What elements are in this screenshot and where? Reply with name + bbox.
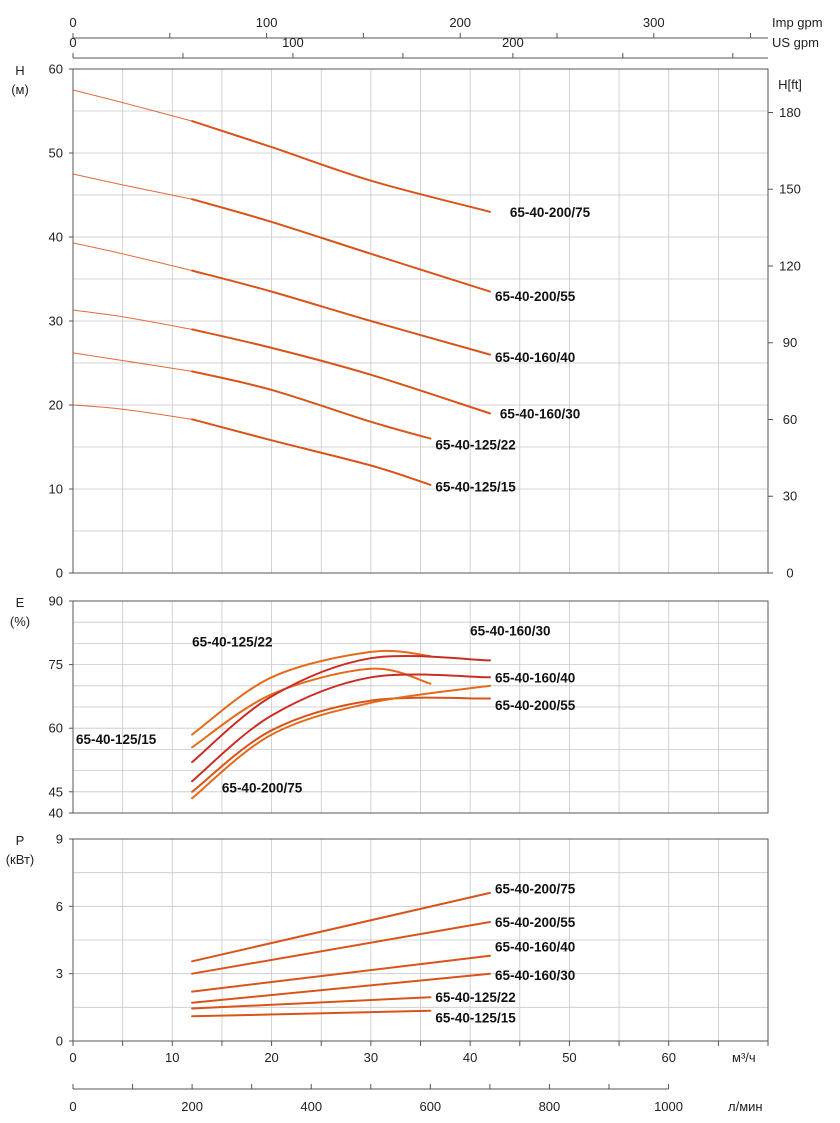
series-label-65-40-125/22: 65-40-125/22 xyxy=(435,437,515,452)
series-line-65-40-200/75 xyxy=(191,684,491,800)
lpm-tick-label: 800 xyxy=(539,1099,561,1114)
top-axis-tick-label: 0 xyxy=(69,35,76,50)
series-line-65-40-160/40 xyxy=(191,954,491,993)
series-line-65-40-200/55 xyxy=(191,198,491,293)
series-line-65-40-200/55 xyxy=(191,696,491,793)
lpm-tick-label: 0 xyxy=(69,1099,76,1114)
series-line-65-40-160/30-extrapolated xyxy=(72,309,193,330)
y-tick-label: 30 xyxy=(49,314,63,329)
y-right-tick-label: 150 xyxy=(779,182,801,197)
x-tick-label: 0 xyxy=(69,1050,76,1065)
series-line-65-40-125/22 xyxy=(191,370,432,440)
series-line-65-40-125/15 xyxy=(191,418,432,486)
y-tick-label: 40 xyxy=(49,230,63,245)
lpm-tick-label: 200 xyxy=(181,1099,203,1114)
series-label-65-40-125/15: 65-40-125/15 xyxy=(76,732,157,747)
series-label-65-40-125/15: 65-40-125/15 xyxy=(435,479,516,494)
series-label-65-40-160/40: 65-40-160/40 xyxy=(495,940,575,955)
y-right-tick-label: 60 xyxy=(783,412,797,427)
y-tick-label: 0 xyxy=(56,1034,63,1049)
series-label-65-40-125/22: 65-40-125/22 xyxy=(435,990,515,1005)
lpm-tick-label: 1000 xyxy=(654,1099,683,1114)
y-right-tick-label: 180 xyxy=(779,105,801,120)
y-tick-label: 3 xyxy=(56,966,63,981)
series-line-65-40-160/30 xyxy=(191,972,491,1004)
efficiency-ylabel-unit: (%) xyxy=(10,614,30,629)
series-line-65-40-200/55-extrapolated xyxy=(72,173,193,200)
power-ylabel: P xyxy=(16,833,25,848)
series-label-65-40-160/30: 65-40-160/30 xyxy=(495,968,575,983)
lpm-axis-label: л/мин xyxy=(728,1099,763,1114)
y-tick-label: 9 xyxy=(56,832,63,847)
series-line-65-40-125/15 xyxy=(191,1009,432,1018)
y-right-tick-label: 30 xyxy=(783,489,797,504)
power-ylabel-unit: (кВт) xyxy=(6,852,35,867)
top-axis-tick-label: 0 xyxy=(69,15,76,30)
series-line-65-40-160/40 xyxy=(191,673,491,783)
y-tick-label: 40 xyxy=(49,806,63,821)
series-label-65-40-200/55: 65-40-200/55 xyxy=(495,289,576,304)
series-line-65-40-200/75 xyxy=(191,891,491,963)
top-axis-tick-label: 100 xyxy=(282,35,304,50)
lpm-tick-label: 600 xyxy=(419,1099,441,1114)
series-label-65-40-200/75: 65-40-200/75 xyxy=(495,881,576,896)
x-tick-label: 10 xyxy=(165,1050,179,1065)
series-label-65-40-200/55: 65-40-200/55 xyxy=(495,915,576,930)
series-line-65-40-200/75 xyxy=(191,120,491,213)
head-ylabel-right: H[ft] xyxy=(778,77,802,92)
series-line-65-40-125/22 xyxy=(191,649,432,736)
y-tick-label: 6 xyxy=(56,899,63,914)
top-axis-label-1: US gpm xyxy=(772,35,819,50)
head-ylabel-unit: (м) xyxy=(11,82,29,97)
y-right-tick-label: 0 xyxy=(786,566,793,581)
x-tick-label: 20 xyxy=(264,1050,278,1065)
series-label-65-40-125/15: 65-40-125/15 xyxy=(435,1010,516,1025)
top-axis-label-0: Imp gpm xyxy=(772,15,823,30)
lpm-tick-label: 400 xyxy=(300,1099,322,1114)
y-tick-label: 10 xyxy=(49,482,63,497)
y-tick-label: 20 xyxy=(49,398,63,413)
series-label-65-40-200/55: 65-40-200/55 xyxy=(495,698,576,713)
series-line-65-40-160/40-extrapolated xyxy=(72,242,193,272)
series-line-65-40-200/75-extrapolated xyxy=(72,89,193,122)
y-tick-label: 60 xyxy=(49,62,63,77)
efficiency-ylabel: E xyxy=(16,595,25,610)
series-label-65-40-160/30: 65-40-160/30 xyxy=(500,406,580,421)
x-tick-label: 30 xyxy=(364,1050,378,1065)
y-tick-label: 75 xyxy=(49,657,63,672)
series-line-65-40-125/15-extrapolated xyxy=(72,404,193,420)
series-label-65-40-160/30: 65-40-160/30 xyxy=(470,624,550,639)
x-tick-label: 50 xyxy=(562,1050,576,1065)
series-line-65-40-200/55 xyxy=(191,921,491,975)
y-tick-label: 45 xyxy=(49,784,63,799)
series-label-65-40-160/40: 65-40-160/40 xyxy=(495,350,575,365)
top-axis-tick-label: 300 xyxy=(643,15,665,30)
y-right-tick-label: 90 xyxy=(783,335,797,350)
series-line-65-40-125/15 xyxy=(191,667,432,749)
y-tick-label: 90 xyxy=(49,594,63,609)
series-line-65-40-160/40 xyxy=(191,269,491,356)
y-tick-label: 60 xyxy=(49,721,63,736)
series-line-65-40-160/30 xyxy=(191,328,491,415)
top-axis-tick-label: 100 xyxy=(256,15,278,30)
series-line-65-40-125/22 xyxy=(191,996,432,1010)
top-axis-tick-label: 200 xyxy=(449,15,471,30)
y-right-tick-label: 120 xyxy=(779,258,801,273)
series-label-65-40-160/40: 65-40-160/40 xyxy=(495,670,575,685)
x-tick-label: 60 xyxy=(661,1050,675,1065)
series-label-65-40-200/75: 65-40-200/75 xyxy=(510,205,591,220)
x-tick-label: 40 xyxy=(463,1050,477,1065)
y-tick-label: 0 xyxy=(56,566,63,581)
efficiency-frame xyxy=(72,600,769,814)
y-tick-label: 50 xyxy=(49,146,63,161)
top-axis-tick-label: 200 xyxy=(502,35,524,50)
series-line-65-40-160/30 xyxy=(191,654,491,764)
series-line-65-40-125/22-extrapolated xyxy=(72,352,193,372)
series-label-65-40-200/75: 65-40-200/75 xyxy=(222,781,303,796)
series-label-65-40-125/22: 65-40-125/22 xyxy=(192,634,272,649)
x-axis-label: м³/ч xyxy=(732,1050,756,1065)
head-ylabel: H xyxy=(15,63,24,78)
